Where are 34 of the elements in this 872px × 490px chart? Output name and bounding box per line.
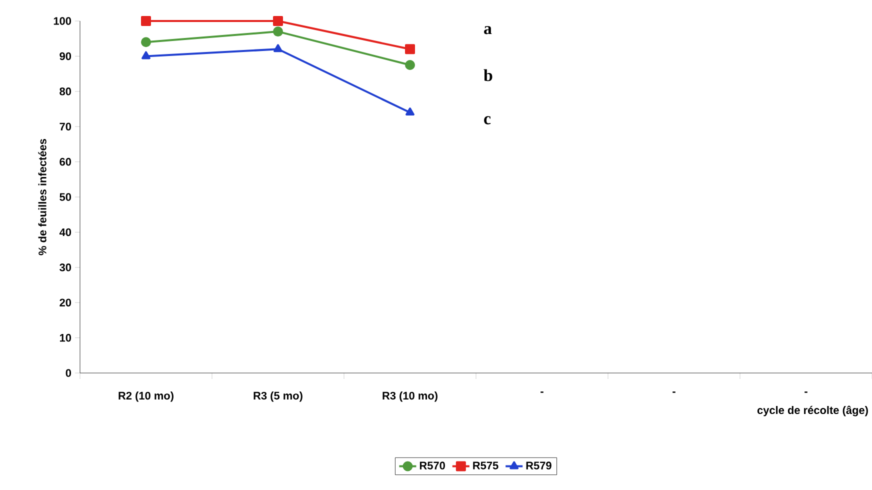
point <box>405 44 415 54</box>
y-tick-label: 90 <box>60 52 72 60</box>
point <box>141 37 151 48</box>
point <box>274 44 282 52</box>
y-tick-label: 30 <box>60 264 72 272</box>
y-tick-label: 40 <box>59 228 72 236</box>
x-tick-label: R3 (10 mo) <box>382 392 438 402</box>
x-tick-label: - <box>804 392 808 393</box>
y-tick-label: 20 <box>60 298 72 306</box>
y-tick-label: 60 <box>60 158 72 166</box>
y-tick-label: 50 <box>60 193 72 201</box>
point <box>141 16 151 26</box>
x-tick-label: - <box>540 392 544 393</box>
point <box>405 60 415 70</box>
x-tick-label: R2 (10 mo) <box>118 392 174 402</box>
y-tick-label: 80 <box>60 88 72 96</box>
point <box>273 26 283 37</box>
point <box>142 51 150 60</box>
point <box>273 16 283 26</box>
x-axis-title: cycle de récolte (âge) <box>757 406 868 416</box>
y-tick-label: 70 <box>60 122 72 130</box>
legend-label: R570 <box>420 462 445 470</box>
x-tick-label: R3 (5 mo) <box>254 392 302 402</box>
y-tick-label: 10 <box>60 334 72 342</box>
legend-label: R575 <box>473 462 498 470</box>
point <box>406 108 414 116</box>
y-axis-title: % de feuilles infectées <box>38 138 46 256</box>
annotation: c <box>484 116 491 124</box>
y-tick-label: 0 <box>66 369 72 377</box>
y-tick-label: 100 <box>54 17 72 25</box>
x-tick-label: - <box>672 392 676 393</box>
annotation: b <box>484 69 492 82</box>
legend-label: R579 <box>526 462 552 470</box>
annotation: a <box>484 26 492 34</box>
